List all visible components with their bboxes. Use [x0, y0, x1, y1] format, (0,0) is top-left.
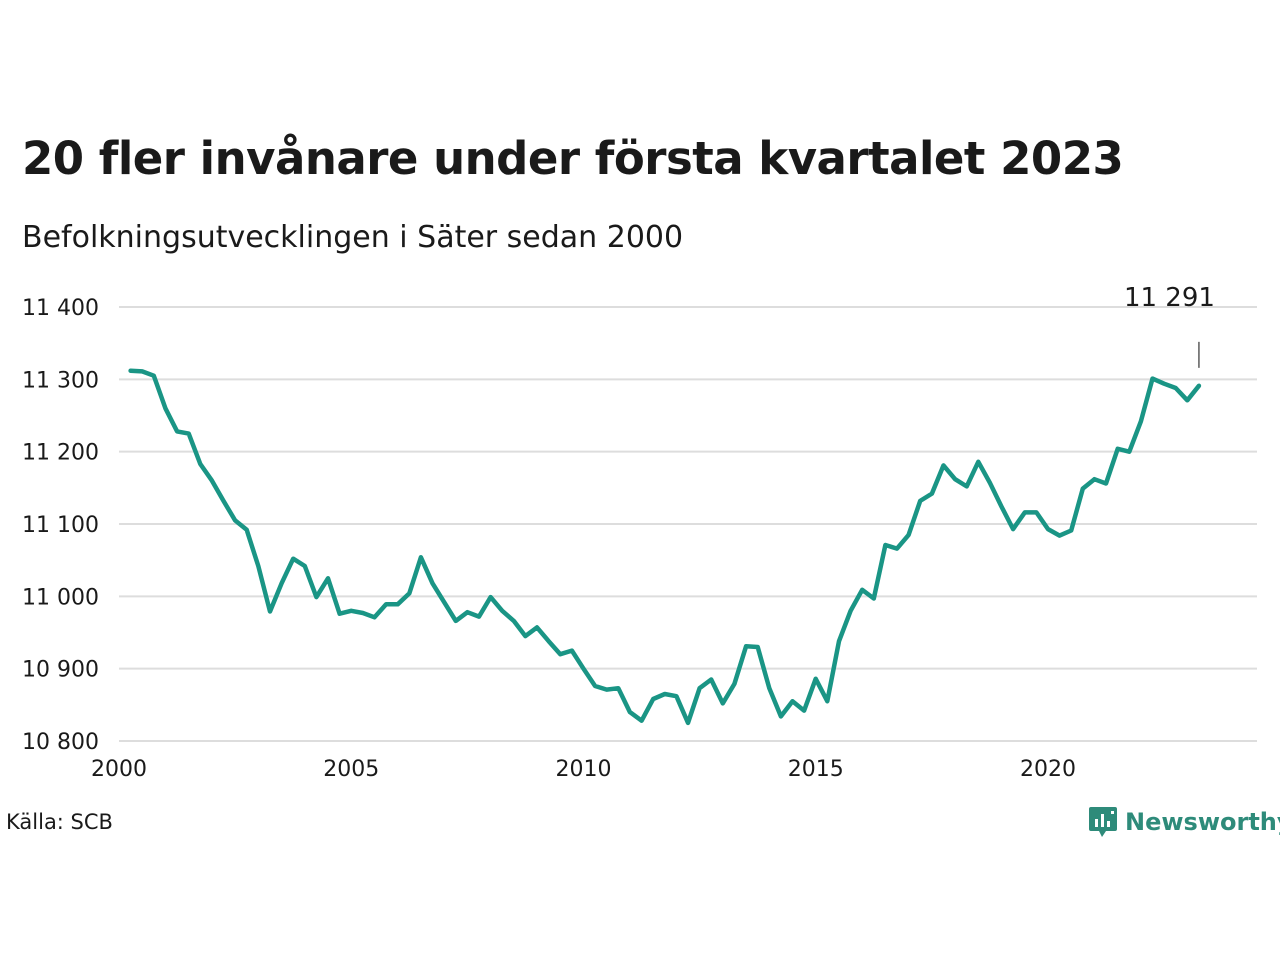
x-axis-tick-labels: 2000 2005 2010 2015 2020 [91, 757, 1076, 782]
newsworthy-logo: Newsworthy [1088, 805, 1280, 839]
y-tick-label-1: 10 900 [22, 658, 99, 683]
annotations: 11 291 [1124, 283, 1215, 368]
x-tick-label-4: 2020 [1020, 757, 1076, 782]
x-tick-label-3: 2015 [788, 757, 844, 782]
y-tick-label-0: 10 800 [22, 730, 99, 755]
brand-name: Newsworthy [1125, 808, 1280, 836]
chart-title: 20 fler invånare under första kvartalet … [22, 132, 1124, 185]
chart-subtitle: Befolkningsutvecklingen i Säter sedan 20… [22, 220, 684, 255]
x-tick-label-2: 2010 [555, 757, 611, 782]
source-label: Källa: SCB [6, 810, 113, 834]
y-tick-label-6: 11 400 [22, 296, 99, 321]
series [128, 368, 1202, 726]
gridlines [119, 306, 1257, 742]
x-tick-label-1: 2005 [323, 757, 379, 782]
y-axis-tick-labels: 10 800 10 900 11 000 11 100 11 200 11 300 11 4… [22, 296, 99, 755]
y-tick-label-3: 11 100 [22, 513, 99, 538]
y-tick-label-2: 11 000 [22, 585, 99, 610]
y-tick-label-4: 11 200 [22, 441, 99, 466]
annotation-label-0: 11 291 [1124, 283, 1215, 313]
y-tick-label-5: 11 300 [22, 368, 99, 393]
bar-chart-speech-bubble-icon [1089, 807, 1117, 837]
series-line-0 [128, 368, 1202, 726]
x-tick-label-0: 2000 [91, 757, 147, 782]
